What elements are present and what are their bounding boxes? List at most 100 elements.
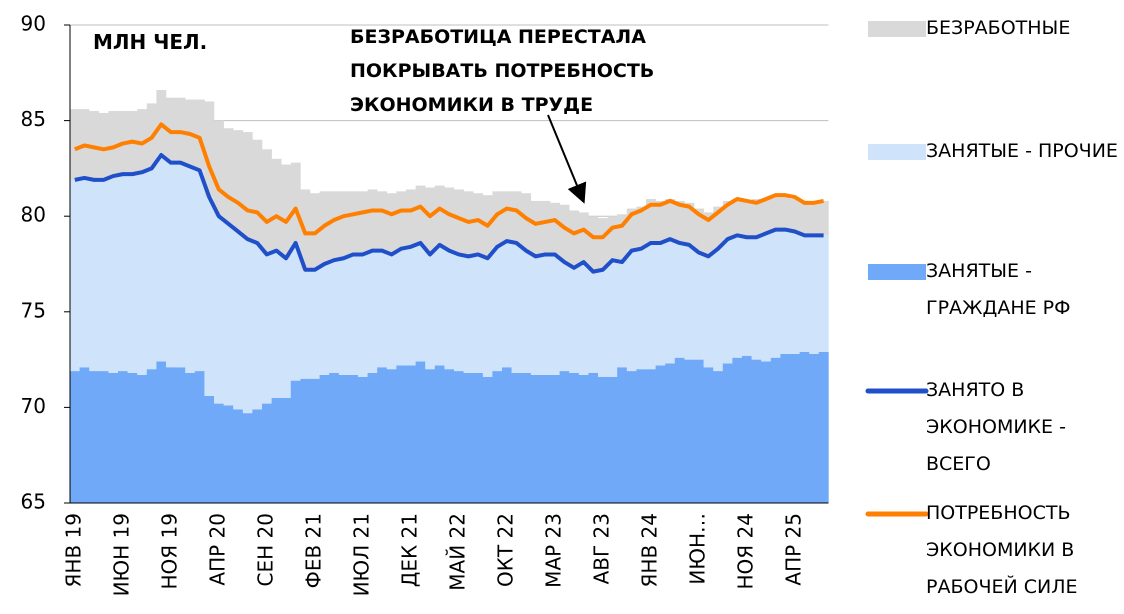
bar-segment — [722, 363, 733, 503]
bar-segment — [761, 233, 772, 362]
bar-segment — [646, 198, 656, 243]
bar-segment — [809, 202, 820, 236]
x-tick-label: ИЮЛ 21 — [349, 513, 373, 596]
bar-segment — [233, 130, 244, 232]
bar-segment — [703, 367, 714, 503]
bar-segment — [751, 237, 762, 360]
bar-segment — [454, 254, 464, 372]
bar-segment — [204, 101, 215, 198]
x-tick-label: ДЕК 21 — [397, 513, 421, 587]
bar-segment — [338, 374, 349, 503]
bar-segment — [79, 177, 90, 368]
bar-segment — [799, 235, 810, 352]
bar-segment — [684, 202, 695, 245]
bar-segment — [473, 254, 484, 373]
bar-segment — [415, 242, 426, 362]
bar-segment — [406, 365, 416, 503]
bar-segment — [790, 231, 800, 354]
bar-segment — [185, 372, 196, 503]
bar-segment — [482, 376, 493, 503]
bar-segment — [194, 371, 205, 503]
bar-segment — [98, 371, 109, 503]
bar-segment — [319, 374, 330, 503]
legend-label: ПОТРЕБНОСТЬ ЭКОНОМИКИ В РАБОЧЕЙ СИЛЕ — [926, 502, 1078, 598]
bar-segment — [214, 216, 224, 404]
bar-segment — [655, 200, 666, 243]
bar-segment — [415, 185, 426, 243]
bar-segment — [511, 191, 522, 243]
bar-segment — [559, 262, 570, 372]
legend-swatch — [868, 264, 926, 280]
bar-segment — [377, 191, 388, 251]
bar-segment — [146, 168, 157, 370]
bar-segment — [530, 256, 541, 375]
bar-segment — [348, 374, 359, 503]
bar-segment — [598, 269, 608, 377]
bar-segment — [530, 374, 541, 503]
bar-segment — [137, 109, 148, 173]
bar-segment — [310, 378, 320, 503]
bar-segment — [578, 374, 589, 503]
bar-segment — [415, 361, 426, 503]
bar-segment — [444, 250, 455, 370]
bar-segment — [722, 200, 733, 240]
bar-segment — [262, 403, 272, 503]
bar-segment — [367, 189, 378, 251]
bar-segment — [674, 200, 685, 243]
x-tick-label: АВГ 23 — [589, 513, 613, 584]
bar-segment — [98, 112, 109, 180]
bar-segment — [761, 198, 772, 234]
bar-segment — [137, 374, 148, 503]
bar-segment — [329, 260, 340, 373]
bar-segment — [166, 367, 176, 503]
bar-segment — [137, 172, 148, 375]
bar-segment — [818, 351, 829, 503]
bar-segment — [818, 235, 829, 352]
bar-segment — [290, 162, 301, 243]
bar-segment — [732, 198, 743, 236]
bar-segment — [598, 218, 608, 270]
bar-segment — [223, 405, 234, 503]
bar-segment — [636, 248, 647, 370]
bar-segment — [694, 208, 704, 253]
bar-segment — [70, 179, 80, 372]
bar-segment — [540, 200, 551, 255]
bar-segment — [233, 409, 244, 503]
series-line — [74, 153, 824, 274]
bar-segment — [694, 359, 704, 503]
bar-segment — [271, 250, 282, 398]
x-tick-label: ИЮН… — [685, 513, 709, 585]
bar-segment — [329, 372, 340, 503]
bar-segment — [790, 198, 800, 232]
bar-segment — [70, 371, 80, 503]
bar-segment — [521, 250, 532, 373]
bar-segment — [742, 237, 752, 356]
bar-segment — [626, 371, 637, 503]
bar-segment — [348, 191, 359, 255]
bar-segment — [607, 376, 618, 503]
bar-segment — [252, 409, 263, 503]
bar-segment — [559, 204, 570, 263]
bar-segment — [722, 239, 733, 364]
y-tick-label: 85 — [21, 107, 46, 131]
bar-segment — [799, 351, 810, 503]
bar-segment — [780, 229, 791, 354]
bar-segment — [300, 269, 311, 379]
y-tick-label: 90 — [21, 12, 46, 36]
bar-segment — [646, 242, 656, 370]
bar-segment — [348, 254, 359, 375]
bar-segment — [694, 252, 704, 360]
bar-segment — [233, 231, 244, 410]
bar-segment — [780, 197, 791, 230]
bar-segment — [550, 202, 560, 255]
bar-segment — [271, 158, 282, 251]
bar-segment — [89, 179, 100, 372]
bar-segment — [252, 139, 263, 243]
bar-segment — [242, 132, 253, 240]
annotation: БЕЗРАБОТИЦА ПЕРЕСТАЛА ПОКРЫВАТЬ ПОТРЕБНО… — [350, 26, 655, 116]
x-tick-label: АПР 20 — [205, 513, 229, 586]
x-tick-label: НОЯ 24 — [733, 513, 757, 589]
bar-segment — [473, 372, 484, 503]
bar-segment — [127, 174, 138, 373]
